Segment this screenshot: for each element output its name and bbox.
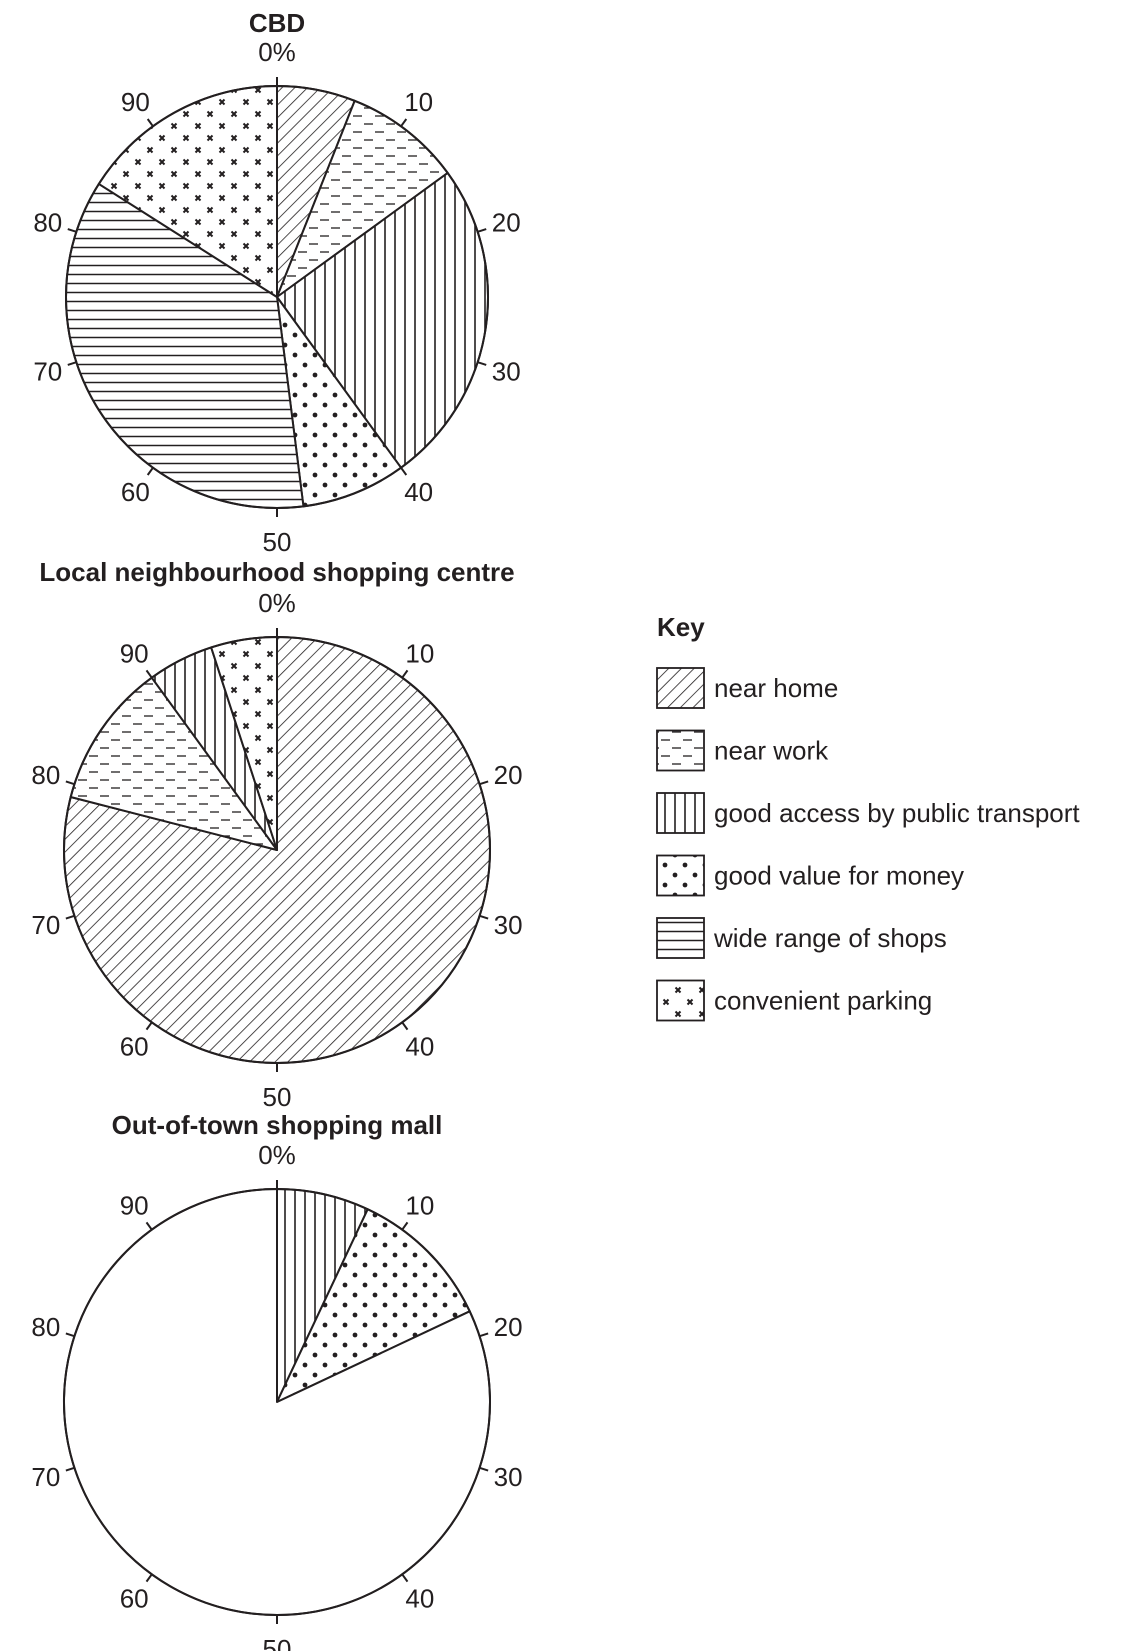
tick-label: 90 — [121, 87, 150, 117]
tick-mark — [479, 780, 489, 786]
tick-label: 70 — [31, 1462, 60, 1492]
tick-mark — [65, 1332, 75, 1338]
tick-label: 90 — [120, 638, 149, 668]
tick-mark — [65, 780, 75, 786]
tick-label: 0% — [258, 588, 296, 618]
tick-label: 80 — [31, 1312, 60, 1342]
tick-mark — [145, 1221, 153, 1231]
tick-label: 70 — [31, 910, 60, 940]
tick-mark — [400, 467, 408, 476]
tick-mark — [65, 914, 75, 920]
tick-mark — [477, 228, 487, 233]
tick-label: 20 — [494, 1312, 523, 1342]
tick-label: 80 — [33, 208, 62, 238]
legend-label: good access by public transport — [714, 798, 1080, 828]
legend: Key near home near work good access by pub… — [656, 612, 1080, 1022]
tick-label: 30 — [492, 356, 521, 386]
tick-mark — [401, 1021, 409, 1031]
tick-label: 60 — [120, 1032, 149, 1062]
legend-swatch-value — [656, 854, 705, 897]
tick-label: 70 — [33, 356, 62, 386]
tick-mark — [479, 1332, 489, 1338]
pie-chart-local-centre: Local neighbourhood shopping centre 0% 10… — [31, 557, 522, 1112]
tick-mark — [401, 1221, 409, 1231]
tick-label: 60 — [120, 1584, 149, 1614]
tick-mark — [146, 467, 154, 476]
pie-chart-cbd: CBD 0% 10 20 30 40 50 60 70 80 90 — [33, 8, 520, 557]
tick-label: 10 — [404, 87, 433, 117]
tick-label: 10 — [405, 1190, 434, 1220]
tick-label: 30 — [494, 1462, 523, 1492]
tick-label: 0% — [258, 37, 296, 67]
tick-label: 0% — [258, 1140, 296, 1170]
legend-label: near home — [714, 673, 838, 703]
tick-mark — [145, 1573, 153, 1583]
tick-mark — [401, 669, 409, 679]
tick-mark — [67, 361, 77, 366]
tick-label: 40 — [405, 1032, 434, 1062]
chart-title: Local neighbourhood shopping centre — [39, 557, 514, 587]
tick-label: 20 — [492, 208, 521, 238]
legend-swatch-near-home — [656, 667, 705, 709]
legend-label: good value for money — [714, 861, 964, 891]
chart-title: CBD — [249, 8, 305, 38]
legend-title: Key — [657, 612, 705, 642]
tick-mark — [145, 669, 153, 679]
tick-mark — [479, 1466, 489, 1472]
legend-swatch-public-transport — [656, 792, 705, 834]
legend-swatch-near-work — [656, 729, 705, 772]
tick-label: 30 — [494, 910, 523, 940]
tick-label: 50 — [263, 1082, 292, 1112]
legend-label: convenient parking — [714, 986, 932, 1016]
tick-label: 80 — [31, 760, 60, 790]
tick-mark — [477, 361, 487, 366]
tick-mark — [401, 1573, 409, 1583]
tick-mark — [479, 914, 489, 920]
tick-label: 60 — [121, 477, 150, 507]
tick-label: 90 — [120, 1190, 149, 1220]
tick-mark — [67, 228, 77, 233]
tick-label: 40 — [404, 477, 433, 507]
pie-chart-out-of-town-mall: Out-of-town shopping mall 0% 10 20 30 40 50 60… — [31, 1110, 522, 1651]
legend-label: near work — [714, 736, 829, 766]
tick-label: 10 — [405, 638, 434, 668]
legend-swatch-parking — [656, 979, 705, 1022]
tick-mark — [145, 1021, 153, 1031]
tick-mark — [65, 1466, 75, 1472]
tick-label: 40 — [405, 1584, 434, 1614]
tick-mark — [400, 118, 408, 127]
legend-label: wide range of shops — [713, 923, 947, 953]
chart-title: Out-of-town shopping mall — [112, 1110, 443, 1140]
legend-swatch-range — [656, 917, 705, 959]
tick-label: 50 — [263, 527, 292, 557]
tick-label: 20 — [494, 760, 523, 790]
tick-label: 50 — [263, 1634, 292, 1651]
tick-mark — [146, 118, 154, 127]
